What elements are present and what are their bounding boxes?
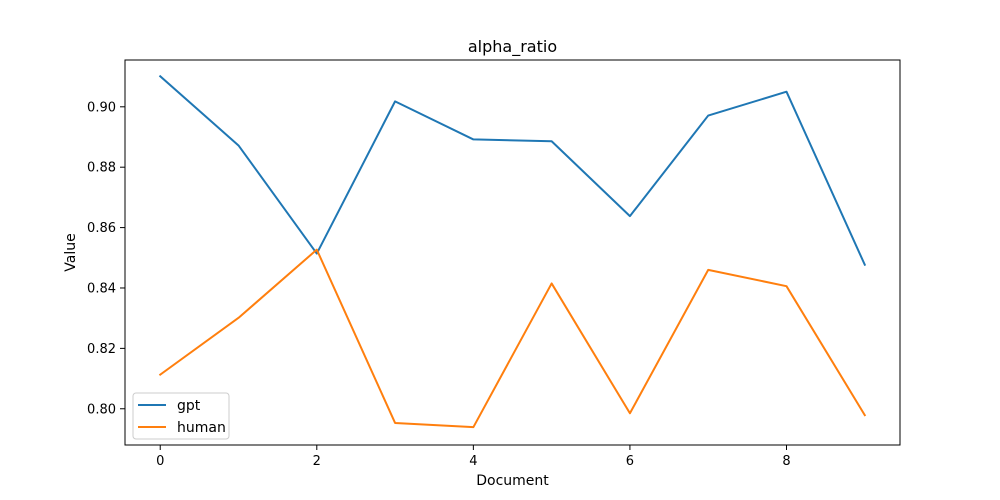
series-line-human (158, 248, 867, 429)
series-line-gpt (158, 74, 867, 267)
y-tick-label: 0.88 (87, 161, 116, 176)
plot-frame (124, 59, 901, 446)
y-tick-label: 0.80 (87, 402, 116, 417)
y-tick-label: 0.84 (87, 281, 116, 296)
chart-title: alpha_ratio (468, 37, 557, 57)
legend: gpt human (132, 392, 230, 440)
x-axis-label: Document (476, 473, 549, 489)
x-tick-label: 4 (469, 454, 477, 469)
legend-label-gpt: gpt (177, 398, 201, 414)
y-axis-label: Value (63, 233, 79, 271)
y-tick-label: 0.90 (87, 100, 116, 115)
y-tick-label: 0.82 (87, 342, 116, 357)
y-tick-label: 0.86 (87, 221, 116, 236)
x-tick-label: 2 (313, 454, 321, 469)
x-tick-label: 8 (782, 454, 790, 469)
x-tick-label: 0 (156, 454, 164, 469)
legend-label-human: human (177, 420, 226, 436)
x-tick-label: 6 (626, 454, 634, 469)
